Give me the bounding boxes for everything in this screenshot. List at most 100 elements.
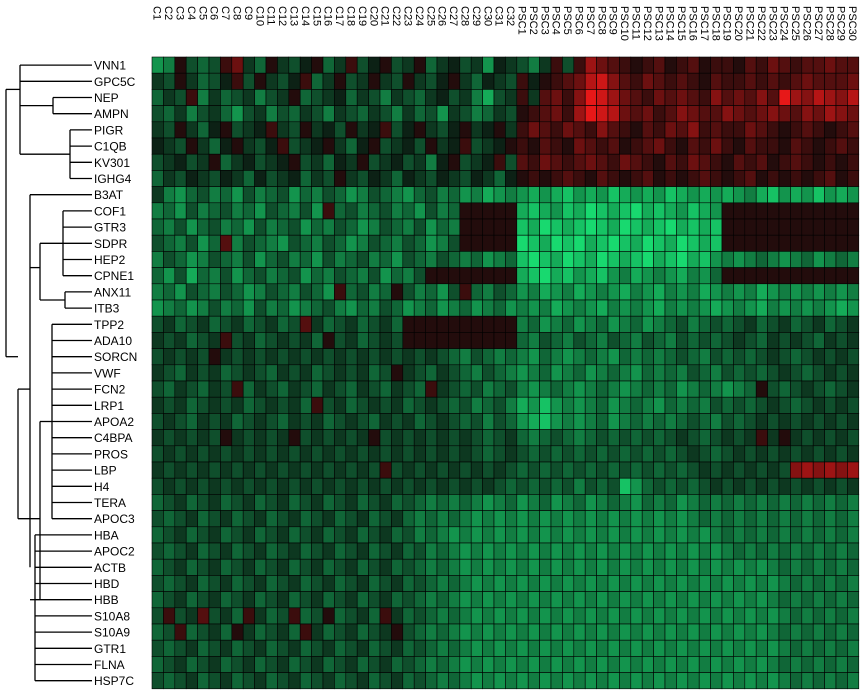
heatmap-cell xyxy=(220,56,233,74)
heatmap-cell xyxy=(516,461,529,479)
heatmap-cell xyxy=(311,445,324,463)
heatmap-cell xyxy=(664,72,677,90)
heatmap-cell xyxy=(824,299,837,317)
heatmap-cell xyxy=(185,429,198,447)
heatmap-cell xyxy=(413,429,426,447)
heatmap-cell xyxy=(527,137,540,155)
heatmap-cell xyxy=(550,429,563,447)
heatmap-cell xyxy=(550,445,563,463)
heatmap-cell xyxy=(379,364,392,382)
heatmap-cell xyxy=(174,558,187,576)
heatmap-cell xyxy=(790,639,803,657)
heatmap-cell xyxy=(163,380,176,398)
heatmap-cell xyxy=(641,202,654,220)
heatmap-cell xyxy=(220,494,233,511)
heatmap-cell xyxy=(835,332,848,349)
heatmap-cell xyxy=(755,283,768,301)
column-label: PSC21 xyxy=(744,6,756,41)
heatmap-cell xyxy=(220,477,233,495)
heatmap-cell xyxy=(436,639,449,657)
heatmap-cell xyxy=(459,607,472,625)
heatmap-cell xyxy=(368,121,381,139)
heatmap-cell xyxy=(482,332,495,349)
heatmap-cell xyxy=(824,623,837,641)
row-label: LRP1 xyxy=(94,399,124,413)
heatmap-cell xyxy=(516,89,529,106)
heatmap-cell xyxy=(835,364,848,382)
heatmap-cell xyxy=(493,623,506,641)
heatmap-cell xyxy=(516,542,529,560)
heatmap-cell xyxy=(744,251,757,268)
column-label: C26 xyxy=(436,6,448,26)
heatmap-cell xyxy=(242,332,255,349)
heatmap-cell xyxy=(265,510,278,528)
heatmap-cell xyxy=(721,639,734,657)
heatmap-cell xyxy=(288,429,301,447)
heatmap-cell xyxy=(733,656,746,673)
heatmap-cell xyxy=(391,396,404,414)
heatmap-cell xyxy=(505,137,518,155)
heatmap-cell xyxy=(767,639,780,657)
heatmap-cell xyxy=(459,170,472,187)
heatmap-cell xyxy=(664,218,677,236)
heatmap-cell xyxy=(824,72,837,90)
heatmap-cell xyxy=(288,186,301,204)
heatmap-cell xyxy=(721,251,734,268)
heatmap-cell xyxy=(459,542,472,560)
heatmap-cell xyxy=(676,396,689,414)
heatmap-cell xyxy=(345,380,358,398)
heatmap-cell xyxy=(254,105,267,123)
heatmap-cell xyxy=(448,575,461,592)
heatmap-cell xyxy=(322,299,335,317)
heatmap-cell xyxy=(459,121,472,139)
heatmap-cell xyxy=(391,380,404,398)
heatmap-cell xyxy=(436,380,449,398)
heatmap-cell xyxy=(356,413,369,430)
heatmap-cell xyxy=(288,575,301,592)
heatmap-cell xyxy=(459,510,472,528)
heatmap-cell xyxy=(847,413,860,430)
heatmap-cell xyxy=(812,477,825,495)
heatmap-cell xyxy=(630,477,643,495)
heatmap-cell xyxy=(425,380,438,398)
heatmap-cell xyxy=(619,348,632,366)
heatmap-cell xyxy=(664,283,677,301)
heatmap-cell xyxy=(847,332,860,349)
heatmap-cell xyxy=(151,332,164,349)
heatmap-cell xyxy=(812,380,825,398)
heatmap-cell xyxy=(242,315,255,333)
heatmap-cell xyxy=(801,56,814,74)
heatmap-cell xyxy=(664,623,677,641)
heatmap-cell xyxy=(334,396,347,414)
heatmap-cell xyxy=(436,234,449,252)
heatmap-cell xyxy=(356,137,369,155)
heatmap-cell xyxy=(653,299,666,317)
heatmap-cell xyxy=(733,477,746,495)
heatmap-cell xyxy=(334,445,347,463)
row-label: APOC2 xyxy=(94,545,135,559)
row-label: KV301 xyxy=(94,156,130,170)
heatmap-cell xyxy=(242,137,255,155)
heatmap-cell xyxy=(630,364,643,382)
heatmap-cell xyxy=(231,380,244,398)
heatmap-cell xyxy=(151,186,164,204)
heatmap-cell xyxy=(299,477,312,495)
heatmap-cell xyxy=(653,380,666,398)
heatmap-cell xyxy=(368,283,381,301)
heatmap-cell xyxy=(413,153,426,171)
heatmap-cell xyxy=(391,105,404,123)
heatmap-cell xyxy=(505,72,518,90)
heatmap-cell xyxy=(641,591,654,609)
heatmap-cell xyxy=(733,413,746,430)
heatmap-cell xyxy=(630,186,643,204)
heatmap-cell xyxy=(744,607,757,625)
heatmap-cell xyxy=(254,186,267,204)
heatmap-cell xyxy=(334,267,347,285)
heatmap-cell xyxy=(835,234,848,252)
heatmap-cell xyxy=(698,607,711,625)
heatmap-cell xyxy=(584,186,597,204)
heatmap-cell xyxy=(550,413,563,430)
heatmap-cell xyxy=(254,56,267,74)
heatmap-cell xyxy=(231,558,244,576)
heatmap-cell xyxy=(322,153,335,171)
